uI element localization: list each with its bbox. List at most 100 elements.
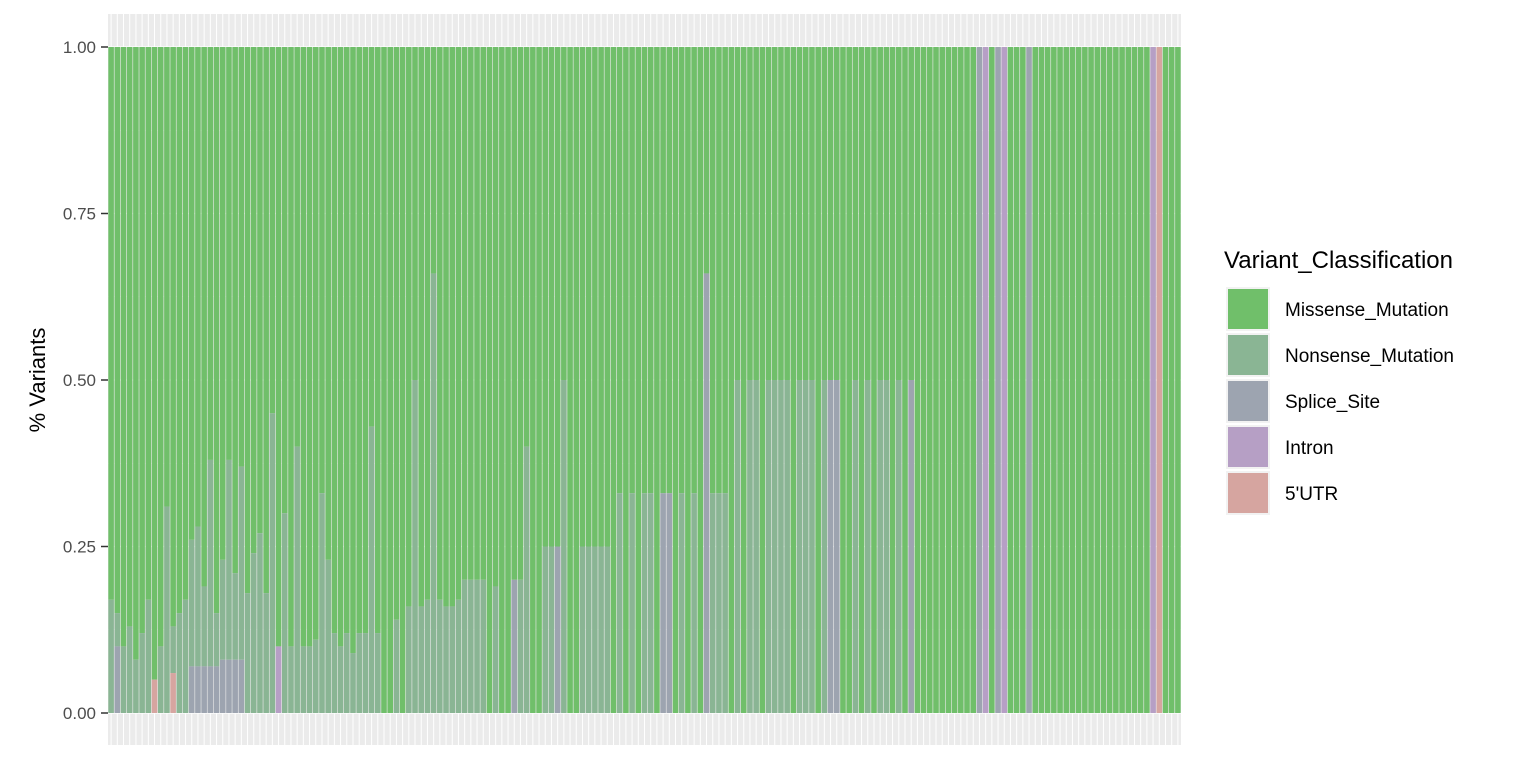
bar-segment-missense-mutation [716, 47, 722, 494]
bar-segment-nonsense-mutation [877, 380, 883, 713]
bar-segment-5-utr [151, 679, 158, 713]
bar-segment-missense-mutation [1168, 47, 1175, 713]
bar-segment-missense-mutation [263, 47, 269, 594]
bar-segment-missense-mutation [1063, 47, 1070, 713]
bar-segment-missense-mutation [319, 47, 325, 494]
bar-segment-nonsense-mutation [288, 646, 294, 713]
bar-segment-missense-mutation [523, 47, 530, 447]
bar-segment-missense-mutation [443, 47, 449, 607]
bar-segment-missense-mutation [933, 47, 939, 713]
bar-segment-missense-mutation [784, 47, 790, 380]
bar-segment-nonsense-mutation [375, 633, 381, 713]
bar-segment-missense-mutation [325, 47, 331, 560]
bar-segment-missense-mutation [294, 47, 300, 447]
bar-segment-missense-mutation [244, 47, 251, 594]
legend-label-nonsense-mutation: Nonsense_Mutation [1285, 346, 1454, 367]
bar-segment-missense-mutation [1125, 47, 1132, 713]
bar-segment-splice-site [219, 659, 226, 713]
bar-segment-missense-mutation [623, 47, 629, 713]
bar-segment-missense-mutation [406, 47, 412, 607]
bar-segment-nonsense-mutation [771, 380, 778, 713]
bar-segment-intron [275, 646, 282, 713]
bar-segment-splice-site [976, 47, 983, 713]
bar-segment-nonsense-mutation [226, 459, 232, 660]
bar-segment-missense-mutation [312, 47, 319, 640]
bar-segment-missense-mutation [796, 47, 803, 380]
bar-segment-missense-mutation [548, 47, 555, 547]
bar-segment-missense-mutation [1044, 47, 1051, 713]
bar-segment-nonsense-mutation [114, 613, 121, 647]
bar-segment-nonsense-mutation [480, 579, 487, 713]
bar-segment-nonsense-mutation [809, 380, 815, 713]
bar-segment-nonsense-mutation [250, 553, 257, 713]
bar-segment-missense-mutation [920, 47, 927, 713]
bar-segment-nonsense-mutation [120, 646, 127, 713]
bar-segment-missense-mutation [790, 47, 797, 713]
bar-segment-splice-site [1026, 47, 1032, 713]
bar-segment-missense-mutation [747, 47, 753, 380]
bar-segment-missense-mutation [647, 47, 654, 494]
bar-segment-nonsense-mutation [753, 380, 759, 713]
bar-segment-nonsense-mutation [182, 599, 189, 713]
bar-segment-missense-mutation [641, 47, 648, 494]
bar-segment-missense-mutation [133, 47, 139, 660]
bar-segment-splice-site [827, 380, 834, 713]
bar-segment-nonsense-mutation [145, 599, 152, 713]
bar-segment-missense-mutation [635, 47, 642, 713]
bar-segment-nonsense-mutation [269, 413, 276, 713]
y-tick-label: 0.25 [63, 538, 96, 557]
bar-segment-missense-mutation [269, 47, 276, 414]
legend-label-intron: Intron [1285, 438, 1334, 459]
bar-segment-missense-mutation [778, 47, 784, 380]
bar-segment-nonsense-mutation [362, 633, 369, 713]
legend-swatch-5-utr [1228, 473, 1268, 513]
bar-segment-missense-mutation [151, 47, 158, 680]
legend-swatch-missense-mutation [1228, 289, 1268, 329]
bar-segment-nonsense-mutation [281, 513, 288, 713]
bar-segment-nonsense-mutation [133, 659, 139, 713]
bar-segment-missense-mutation [1013, 47, 1020, 713]
bar-segment-intron [982, 47, 989, 713]
bar-segment-nonsense-mutation [579, 546, 586, 713]
bar-segment-missense-mutation [461, 47, 468, 580]
bar-segment-missense-mutation [499, 47, 505, 713]
bar-segment-missense-mutation [331, 47, 338, 634]
bar-segment-missense-mutation [375, 47, 381, 634]
bar-segment-intron [1150, 47, 1156, 713]
bar-segment-missense-mutation [170, 47, 176, 627]
bar-segment-nonsense-mutation [219, 559, 226, 660]
bar-segment-missense-mutation [604, 47, 611, 547]
bar-segment-missense-mutation [685, 47, 691, 713]
bar-segment-nonsense-mutation [517, 579, 524, 713]
bar-segment-missense-mutation [1094, 47, 1101, 713]
bar-segment-missense-mutation [226, 47, 232, 460]
bar-segment-nonsense-mutation [455, 599, 462, 713]
bar-segment-missense-mutation [833, 47, 840, 380]
bar-segment-missense-mutation [809, 47, 815, 380]
bar-segment-nonsense-mutation [343, 633, 350, 713]
bar-segment-nonsense-mutation [629, 493, 635, 713]
bar-segment-missense-mutation [381, 47, 387, 713]
bar-segment-missense-mutation [188, 47, 195, 540]
bar-segment-nonsense-mutation [492, 586, 499, 713]
bar-segment-missense-mutation [126, 47, 133, 627]
bar-segment-missense-mutation [722, 47, 728, 494]
legend-label-splice-site: Splice_Site [1285, 392, 1380, 413]
bar-segment-nonsense-mutation [784, 380, 790, 713]
bar-segment-nonsense-mutation [157, 646, 164, 713]
bar-segment-missense-mutation [852, 47, 859, 380]
bar-segment-missense-mutation [616, 47, 623, 494]
bar-segment-nonsense-mutation [709, 493, 716, 713]
bar-segment-nonsense-mutation [164, 506, 170, 713]
bar-segment-missense-mutation [759, 47, 766, 713]
bar-segment-missense-mutation [902, 47, 908, 713]
bar-segment-splice-site [511, 579, 518, 713]
bar-segment-nonsense-mutation [139, 633, 145, 713]
bar-segment-missense-mutation [753, 47, 759, 380]
bar-segment-missense-mutation [213, 47, 220, 614]
bar-segment-splice-site [660, 493, 666, 713]
bar-segment-missense-mutation [343, 47, 350, 634]
bar-segment-missense-mutation [864, 47, 871, 380]
bar-segment-missense-mutation [337, 47, 344, 647]
bar-segment-missense-mutation [176, 47, 183, 614]
